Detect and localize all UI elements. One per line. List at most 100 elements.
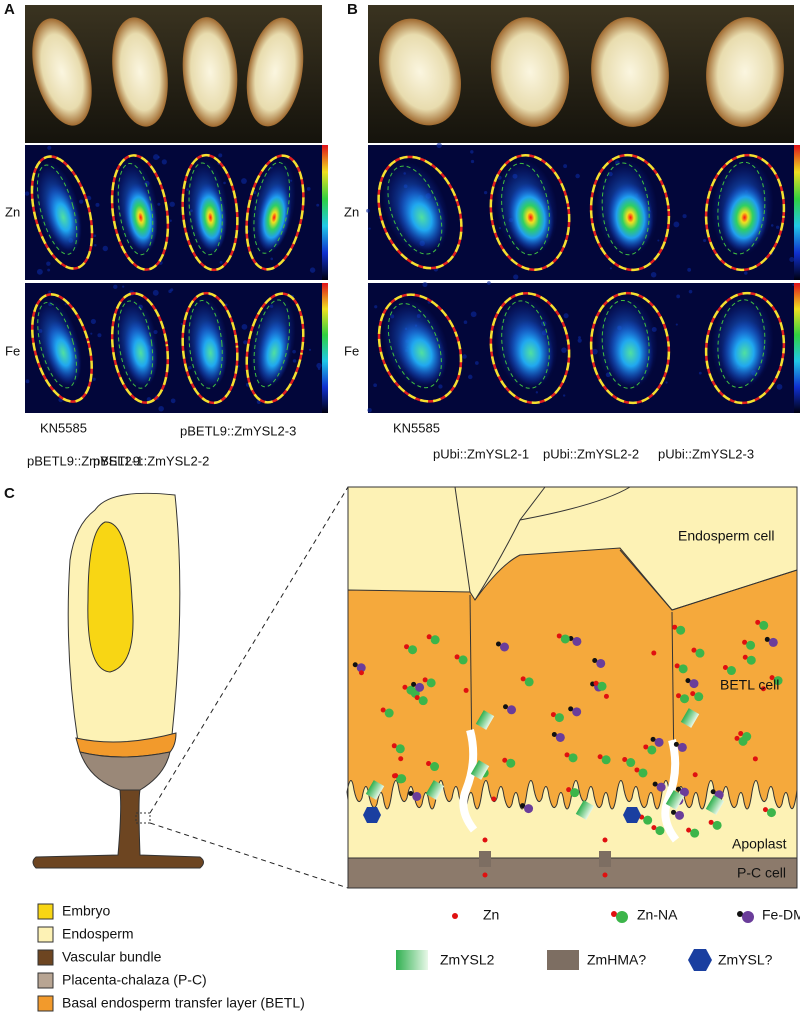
outline — [117, 300, 154, 389]
zn-na — [384, 708, 394, 718]
legend-text: ZmYSL2 — [440, 952, 495, 968]
outline — [589, 153, 671, 272]
noise — [470, 150, 474, 154]
legend-text: ZmHMA? — [587, 952, 646, 968]
sample-label: pUbi::ZmYSL2-1 — [433, 446, 529, 461]
noise — [46, 261, 51, 266]
fe-dma — [679, 787, 689, 797]
zmysl — [623, 807, 641, 823]
zn — [482, 872, 488, 878]
zn-na — [738, 736, 748, 746]
zn-na — [746, 655, 756, 665]
outline — [387, 165, 443, 255]
zoom-line — [149, 822, 349, 889]
kernel-map — [110, 154, 170, 271]
noise — [219, 260, 223, 264]
outline — [601, 162, 650, 256]
noise — [575, 173, 580, 179]
region-label: BETL cell — [720, 677, 779, 693]
colorbar — [794, 145, 800, 280]
legend-text: Vascular bundle — [62, 949, 162, 965]
noise — [535, 391, 539, 394]
noise — [563, 313, 569, 319]
noise — [309, 267, 316, 273]
zn-na — [458, 655, 468, 665]
kernel-photo — [32, 18, 92, 126]
zn — [690, 691, 696, 697]
panel-label: C — [4, 485, 15, 502]
fe-dma — [675, 810, 685, 820]
noise — [146, 397, 152, 402]
noise — [306, 186, 311, 191]
fe-dma — [412, 791, 422, 801]
zn — [502, 757, 508, 763]
zn — [426, 634, 432, 640]
zn — [593, 680, 599, 686]
dma — [503, 704, 509, 710]
noise — [577, 338, 582, 343]
zn-na — [426, 678, 436, 688]
outline — [245, 292, 305, 404]
noise — [487, 281, 491, 285]
noise — [25, 379, 30, 384]
outline — [245, 154, 305, 271]
outline — [188, 300, 223, 389]
zn — [742, 639, 748, 645]
zmysl2 — [705, 795, 725, 815]
zn — [454, 654, 460, 660]
sample-label: pBETL9::ZmYSL2-1 — [27, 453, 143, 468]
zn-na — [560, 634, 570, 644]
kernel-map — [181, 291, 239, 405]
noise — [86, 195, 92, 201]
dma — [650, 736, 656, 742]
noise — [317, 367, 321, 370]
noise — [373, 383, 377, 388]
noise — [79, 199, 84, 204]
outline — [110, 154, 170, 271]
zmysl2 — [680, 708, 700, 728]
blob — [507, 183, 555, 252]
zn — [393, 773, 399, 779]
zn — [463, 687, 469, 693]
zmhma — [479, 851, 491, 867]
fe-dma — [768, 637, 778, 647]
dma — [710, 789, 716, 795]
outline — [188, 162, 223, 256]
blob — [507, 320, 555, 386]
zn-na — [626, 758, 636, 768]
noise — [609, 267, 612, 270]
zn-na — [570, 788, 580, 798]
zn — [358, 670, 364, 676]
noise — [93, 234, 97, 238]
noise — [470, 159, 475, 164]
zn-na — [430, 762, 440, 772]
zn — [520, 676, 526, 682]
row-label: Zn — [344, 204, 359, 219]
blob — [123, 183, 158, 252]
fe-dma — [654, 737, 664, 747]
noise — [789, 257, 795, 263]
fe-dma — [572, 707, 582, 717]
zoom-line — [149, 486, 349, 814]
zn — [634, 767, 640, 773]
outline — [377, 293, 463, 403]
noise — [270, 257, 274, 261]
colorbar — [794, 283, 800, 413]
noise — [153, 154, 159, 161]
noise — [462, 354, 467, 359]
zn — [482, 837, 488, 843]
noise — [90, 332, 93, 335]
kernel-map — [245, 154, 305, 271]
zn — [672, 624, 678, 630]
kernel-map — [704, 291, 786, 405]
dma — [520, 803, 526, 809]
kernel-map — [589, 153, 671, 272]
noise — [152, 289, 159, 296]
blob — [194, 183, 227, 252]
zn — [651, 650, 657, 656]
zn — [762, 807, 768, 813]
outline — [501, 300, 550, 389]
outline — [489, 154, 571, 271]
kernel-photo — [706, 17, 784, 127]
